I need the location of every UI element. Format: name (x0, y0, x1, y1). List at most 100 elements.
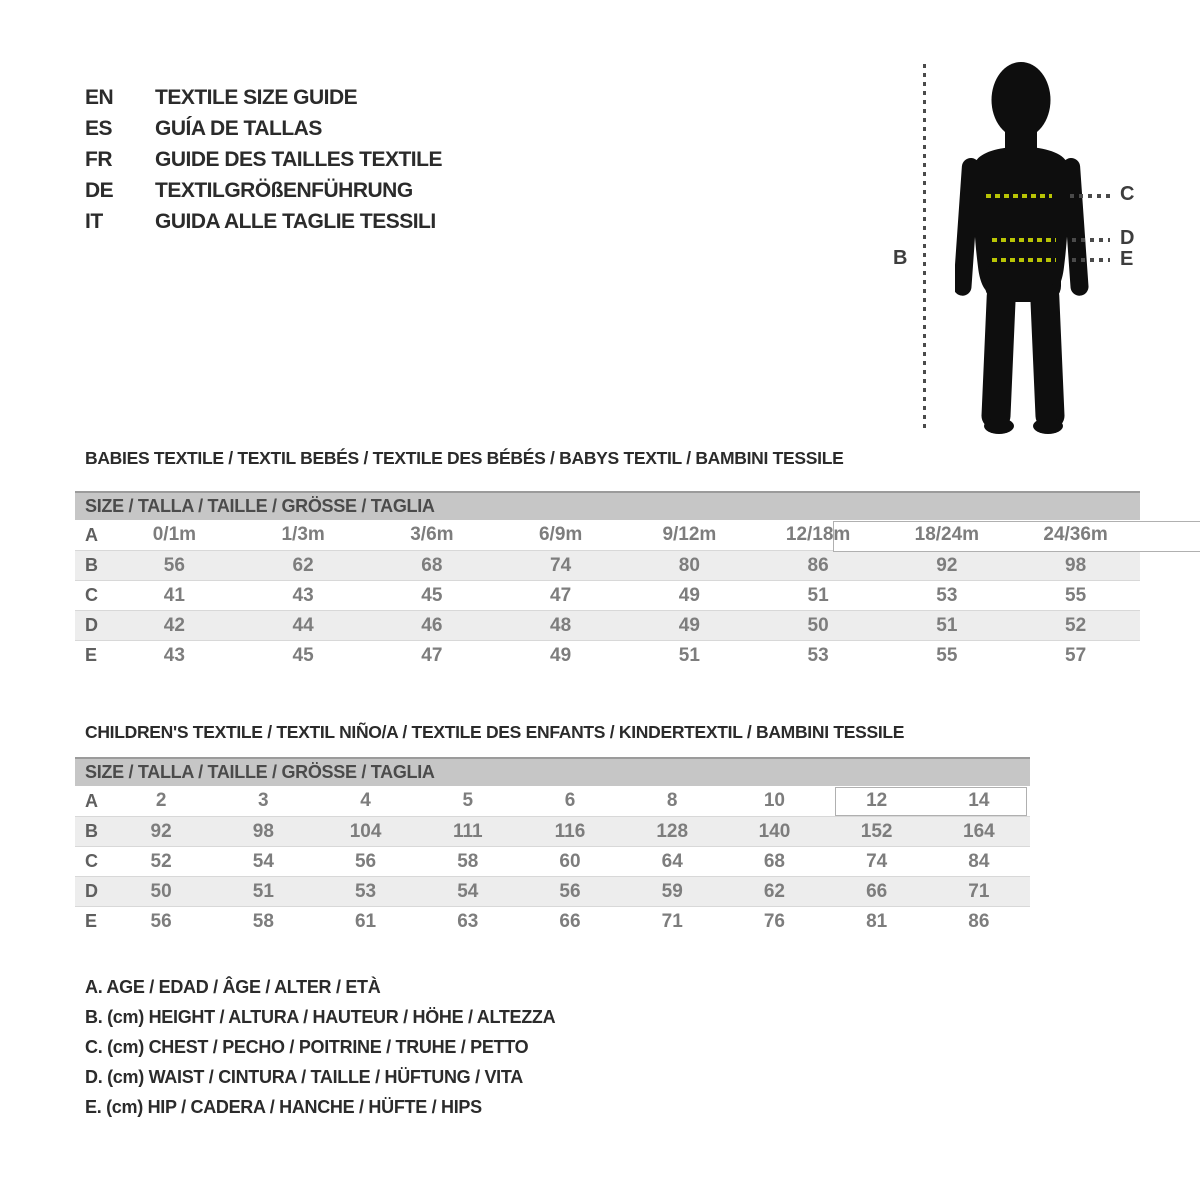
size-value: 6 (564, 790, 576, 811)
size-value: 140 (758, 821, 791, 842)
size-value: 66 (559, 911, 581, 932)
size-value: 66 (866, 881, 888, 902)
size-value: 53 (807, 645, 829, 666)
size-value: 86 (968, 911, 990, 932)
size-value: 55 (936, 645, 958, 666)
row-label: D (85, 881, 98, 901)
size-value: 56 (354, 851, 377, 872)
size-value: 60 (559, 851, 581, 872)
size-table-row-B: B 92 98 104 111 116 128 140 152 164 (75, 816, 1030, 846)
waist-measure-dotted-line (992, 238, 1056, 242)
size-header-bar: SIZE / TALLA / TAILLE / GRÖSSE / TAGLIA (75, 757, 1030, 786)
row-label: C (85, 851, 98, 871)
children-size-table: SIZE / TALLA / TAILLE / GRÖSSE / TAGLIA … (75, 757, 1030, 936)
row-label: A (85, 791, 98, 811)
size-value: 49 (678, 585, 700, 606)
size-value: 2 (155, 790, 167, 811)
highlight-box-babies (833, 521, 1200, 552)
size-value: 59 (661, 881, 683, 902)
size-value: 63 (457, 911, 479, 932)
size-value: 128 (656, 821, 689, 842)
size-value: 3/6m (410, 524, 454, 545)
size-value: 3 (258, 790, 269, 811)
child-silhouette (955, 62, 1089, 434)
size-value: 62 (292, 555, 314, 576)
chest-measure-label: C (1120, 183, 1135, 205)
size-value: 56 (559, 881, 581, 902)
language-row-en: EN TEXTILE SIZE GUIDE (85, 82, 442, 113)
size-value: 47 (421, 645, 443, 666)
size-value: 45 (421, 585, 443, 606)
language-code: DE (85, 179, 114, 202)
head-shape (991, 62, 1051, 138)
size-value: 53 (936, 585, 958, 606)
language-code: FR (85, 148, 113, 171)
size-value: 68 (763, 851, 785, 872)
size-value: 81 (866, 911, 888, 932)
size-header-bar: SIZE / TALLA / TAILLE / GRÖSSE / TAGLIA (75, 491, 1140, 520)
right-leg-shape (1030, 282, 1065, 429)
size-value: 9/12m (662, 524, 717, 545)
size-value: 74 (866, 851, 888, 872)
size-value: 50 (150, 881, 172, 902)
size-value: 43 (292, 585, 314, 606)
size-table-row-E: E 43 45 47 49 51 53 55 57 (75, 640, 1140, 670)
size-value: 47 (550, 585, 572, 606)
size-value: 54 (252, 851, 274, 872)
size-value: 62 (763, 881, 785, 902)
size-value: 44 (292, 615, 314, 636)
language-code: EN (85, 86, 114, 109)
size-value: 61 (354, 911, 377, 932)
size-value: 5 (462, 790, 474, 811)
size-value: 76 (763, 911, 785, 932)
height-measure-dotted-line (923, 64, 926, 430)
size-value: 111 (452, 821, 483, 842)
language-title: TEXTILGRÖßENFÜHRUNG (155, 179, 413, 202)
waist-leader-dotted-line (1072, 238, 1110, 242)
size-value: 52 (1065, 615, 1087, 636)
size-table-row-A: A 2 3 4 5 6 8 10 12 14 (75, 786, 1030, 816)
language-title: GUIDA ALLE TAGLIE TESSILI (155, 210, 436, 233)
language-row-fr: FR GUIDE DES TAILLES TEXTILE (85, 144, 442, 175)
size-value: 46 (421, 615, 443, 636)
language-title-block: EN TEXTILE SIZE GUIDE ES GUÍA DE TALLAS … (85, 82, 442, 237)
highlight-box-children (835, 787, 1027, 816)
size-value: 164 (963, 821, 995, 842)
size-value: 0/1m (152, 524, 197, 545)
babies-size-table: SIZE / TALLA / TAILLE / GRÖSSE / TAGLIA … (75, 491, 1200, 670)
waist-measure-label: D (1120, 227, 1135, 249)
left-foot-shape (984, 418, 1014, 434)
size-value: 42 (163, 615, 185, 636)
size-value: 53 (354, 881, 377, 902)
size-value: 68 (421, 555, 443, 576)
language-row-de: DE TEXTILGRÖßENFÜHRUNG (85, 175, 442, 206)
size-value: 50 (807, 615, 829, 636)
legend-hip: E. (cm) HIP / CADERA / HANCHE / HÜFTE / … (85, 1097, 482, 1117)
size-value: 12 (866, 790, 888, 811)
row-label: B (85, 555, 98, 575)
language-title: GUÍA DE TALLAS (155, 117, 322, 140)
size-value: 4 (360, 790, 371, 811)
size-value: 71 (968, 881, 990, 902)
language-row-it: IT GUIDA ALLE TAGLIE TESSILI (85, 206, 442, 237)
legend-chest: C. (cm) CHEST / PECHO / POITRINE / TRUHE… (85, 1037, 529, 1057)
size-value: 14 (968, 790, 990, 811)
size-table-row-B: B 56 62 68 74 80 86 92 98 (75, 550, 1140, 580)
size-value: 51 (252, 881, 274, 902)
size-value: 1/3m (281, 524, 325, 545)
children-table-rows: A 2 3 4 5 6 8 10 12 14 B 92 98 104 111 116 128 140 152 164 C… (75, 786, 1030, 936)
size-value: 58 (457, 851, 479, 872)
size-value: 116 (554, 821, 586, 842)
size-value: 18/24m (914, 524, 980, 545)
size-value: 48 (550, 615, 572, 636)
row-label: A (85, 525, 98, 545)
size-table-row-C: C 52 54 56 58 60 64 68 74 84 (75, 846, 1030, 876)
size-value: 12/18m (785, 524, 851, 545)
left-leg-shape (981, 282, 1016, 429)
size-value: 104 (349, 821, 382, 842)
language-code: ES (85, 117, 113, 140)
size-value: 51 (807, 585, 829, 606)
size-value: 58 (252, 911, 274, 932)
size-value: 80 (678, 555, 700, 576)
